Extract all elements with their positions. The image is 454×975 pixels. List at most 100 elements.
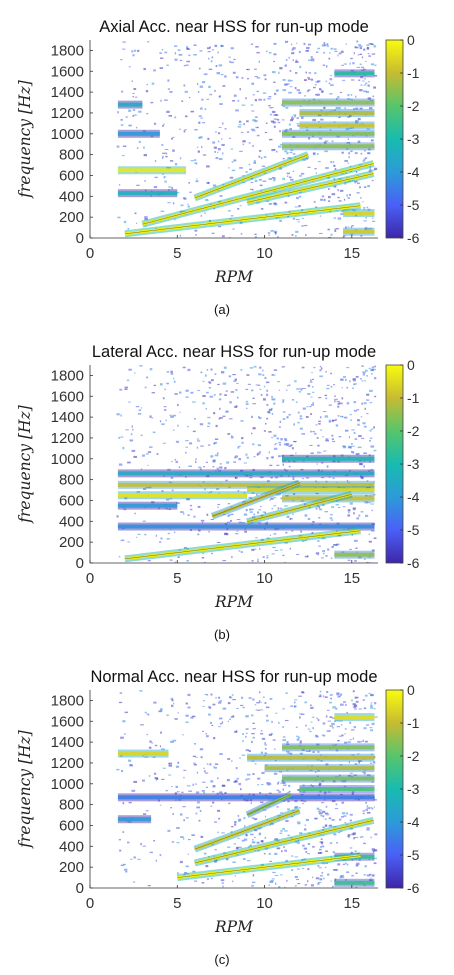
noise-speck <box>195 812 198 815</box>
order-layer <box>124 479 361 563</box>
noise-speck <box>321 90 324 93</box>
noise-speck <box>278 441 282 444</box>
noise-speck <box>131 789 136 792</box>
noise-speck <box>314 72 317 75</box>
noise-speck <box>252 793 255 797</box>
noise-speck <box>228 56 231 58</box>
noise-speck <box>147 884 151 887</box>
noise-speck <box>282 399 285 402</box>
noise-speck <box>366 807 371 809</box>
noise-speck <box>297 883 301 885</box>
noise-speck <box>168 188 170 192</box>
noise-speck <box>337 831 341 834</box>
noise-speck <box>166 382 170 385</box>
noise-speck <box>139 365 143 367</box>
noise-speck <box>199 468 202 471</box>
noise-speck <box>355 95 357 98</box>
noise-speck <box>245 171 248 173</box>
noise-speck <box>320 814 323 817</box>
noise-speck <box>227 502 231 505</box>
noise-speck <box>185 440 189 442</box>
noise-speck <box>309 730 312 733</box>
noise-speck <box>121 769 124 773</box>
noise-speck <box>316 51 319 53</box>
noise-speck <box>318 782 322 785</box>
noise-speck <box>127 841 130 844</box>
noise-speck <box>196 178 198 180</box>
y-tick-label: 1400 <box>51 734 84 751</box>
y-tick-label: 600 <box>59 492 84 509</box>
noise-speck <box>159 420 162 423</box>
noise-speck <box>332 477 335 479</box>
noise-speck <box>318 517 321 519</box>
noise-speck <box>320 842 324 845</box>
noise-speck <box>174 116 177 119</box>
noise-speck <box>366 413 369 415</box>
noise-speck <box>290 149 294 151</box>
noise-speck <box>279 130 281 133</box>
noise-speck <box>267 411 271 414</box>
noise-speck <box>345 128 350 131</box>
noise-speck <box>151 82 155 85</box>
y-tick-label: 1200 <box>51 105 84 122</box>
noise-speck <box>128 801 132 804</box>
noise-speck <box>332 869 337 871</box>
noise-speck <box>215 696 217 699</box>
noise-speck <box>303 42 306 46</box>
noise-speck <box>345 43 347 45</box>
noise-speck <box>251 732 255 735</box>
noise-speck <box>202 380 205 382</box>
noise-speck <box>279 420 282 423</box>
noise-speck <box>122 41 126 43</box>
noise-speck <box>242 858 246 860</box>
noise-speck <box>327 791 332 793</box>
noise-speck <box>216 541 221 544</box>
noise-speck <box>232 699 236 701</box>
noise-speck <box>118 183 121 186</box>
noise-speck <box>192 401 196 403</box>
noise-speck <box>121 528 126 530</box>
noise-speck <box>177 712 179 714</box>
noise-speck <box>250 188 253 190</box>
noise-speck <box>336 135 340 138</box>
noise-speck <box>221 832 225 834</box>
y-tick-label: 400 <box>59 838 84 855</box>
noise-speck <box>332 851 335 854</box>
noise-speck <box>140 468 143 470</box>
noise-speck <box>329 52 331 54</box>
noise-speck <box>364 865 367 868</box>
noise-speck <box>154 159 157 163</box>
noise-speck <box>320 802 325 804</box>
noise-speck <box>180 204 184 207</box>
noise-speck <box>304 555 309 558</box>
noise-speck <box>143 154 148 157</box>
noise-speck <box>373 45 377 48</box>
noise-speck <box>143 67 146 71</box>
noise-speck <box>245 728 249 730</box>
noise-speck <box>268 884 270 886</box>
noise-speck <box>337 217 342 220</box>
noise-speck <box>217 51 219 54</box>
noise-speck <box>356 40 359 43</box>
noise-speck <box>321 871 324 874</box>
noise-speck <box>310 56 313 58</box>
noise-speck <box>297 868 300 870</box>
noise-speck <box>214 454 219 457</box>
noise-speck <box>323 791 327 794</box>
noise-speck <box>365 399 370 401</box>
y-tick-label: 1200 <box>51 755 84 772</box>
noise-speck <box>370 836 372 839</box>
noise-speck <box>314 168 317 170</box>
noise-speck <box>320 846 322 848</box>
noise-speck <box>329 129 332 131</box>
noise-speck <box>317 469 320 472</box>
noise-speck <box>222 415 226 417</box>
noise-speck <box>187 839 191 841</box>
noise-speck <box>256 77 261 79</box>
noise-speck <box>196 146 199 148</box>
noise-speck <box>348 152 350 155</box>
noise-speck <box>238 782 241 786</box>
noise-speck <box>329 701 333 704</box>
noise-speck <box>278 885 281 888</box>
